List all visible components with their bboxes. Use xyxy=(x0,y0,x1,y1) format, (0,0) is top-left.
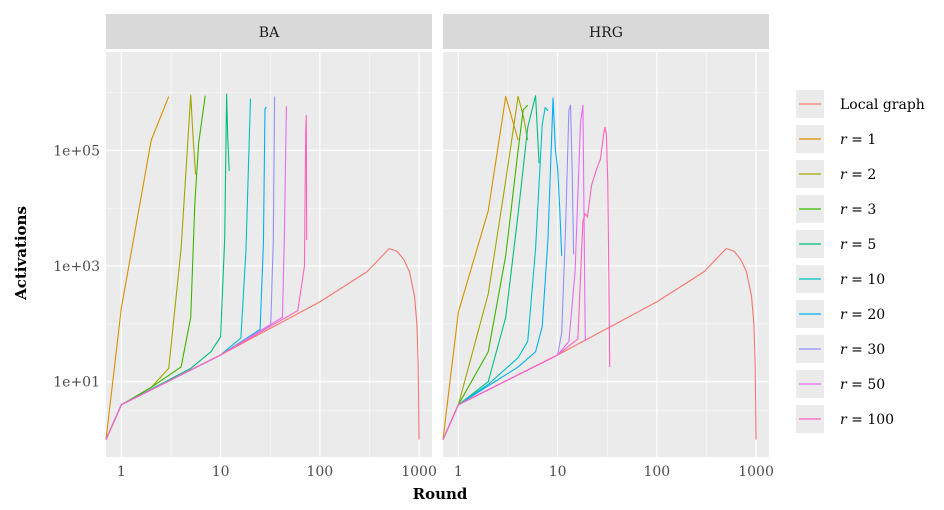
legend-label: r = 1 xyxy=(840,132,876,148)
panel-title: BA xyxy=(259,25,280,41)
x-tick-label: 100 xyxy=(306,464,333,480)
x-tick-label: 100 xyxy=(643,464,670,480)
panel-strip xyxy=(106,14,432,49)
y-tick-labels: 1e+01 1e+03 1e+05 xyxy=(53,143,100,390)
x-tick-label: 10 xyxy=(212,464,230,480)
panel-background xyxy=(106,52,432,457)
panel-background xyxy=(443,52,769,457)
series-lines xyxy=(442,95,757,440)
x-tick-labels: 1 10 100 1000 xyxy=(454,464,774,480)
legend-label: r = 2 xyxy=(840,167,876,183)
panel-ba: BA 1 10 100 1000 xyxy=(105,14,437,480)
x-tick-label: 1 xyxy=(117,464,126,480)
x-tick-label: 10 xyxy=(549,464,567,480)
y-tick-label: 1e+01 xyxy=(53,375,100,391)
legend-label: r = 3 xyxy=(840,202,876,218)
legend-label: Local graph xyxy=(840,97,925,113)
series-line-r-1 xyxy=(442,95,519,440)
x-tick-label: 1 xyxy=(454,464,463,480)
series-line-r-100 xyxy=(105,114,308,440)
y-tick-label: 1e+03 xyxy=(53,259,100,275)
series-line-r-20 xyxy=(442,97,563,440)
panel-title: HRG xyxy=(589,25,623,41)
x-tick-label: 1000 xyxy=(401,464,437,480)
panel-hrg: HRG 1 10 100 1000 xyxy=(442,14,774,480)
x-tick-label: 1000 xyxy=(738,464,774,480)
legend-label: r = 50 xyxy=(840,377,885,393)
series-lines xyxy=(105,93,420,440)
legend-label: r = 100 xyxy=(840,412,894,428)
panel-strip xyxy=(443,14,769,49)
grid-lines xyxy=(106,52,432,457)
legend-label: r = 5 xyxy=(840,237,876,253)
legend-label: r = 10 xyxy=(840,272,885,288)
legend: Local graph r = 1 r = 2 r = 3 r = 5 r = 10 r =… xyxy=(793,84,944,436)
x-axis-title: Round xyxy=(413,485,468,503)
grid-lines xyxy=(443,52,769,457)
legend-label: r = 20 xyxy=(840,307,885,323)
series-line-r-1 xyxy=(105,96,170,440)
y-axis-title: Activations xyxy=(12,206,30,301)
x-tick-labels: 1 10 100 1000 xyxy=(117,464,437,480)
series-line-r-100 xyxy=(442,126,611,440)
legend-label: r = 30 xyxy=(840,342,885,358)
y-tick-label: 1e+05 xyxy=(53,143,100,159)
